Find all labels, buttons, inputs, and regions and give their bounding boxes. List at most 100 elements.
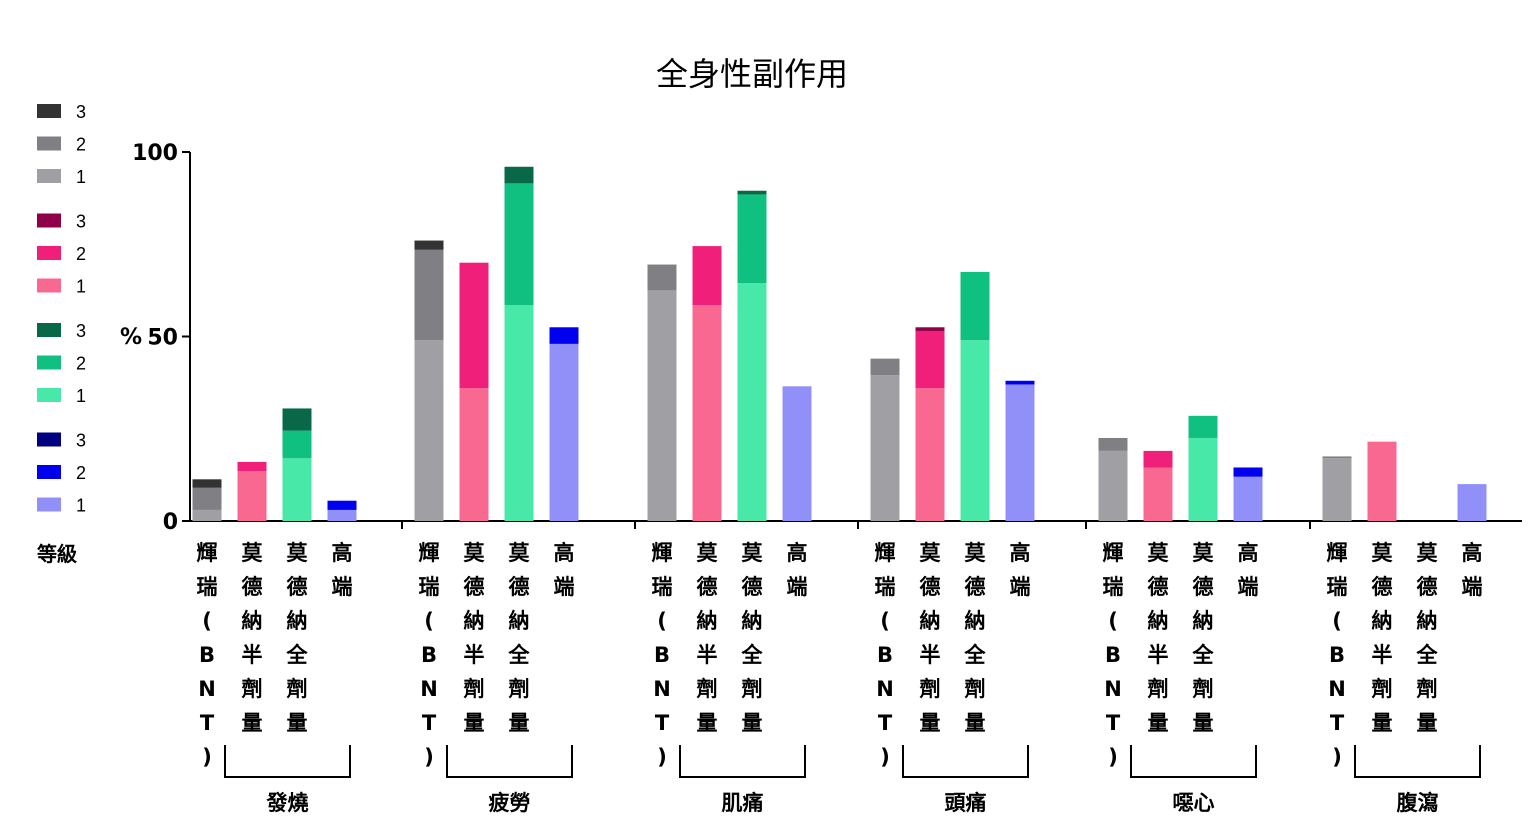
x-tick-label: 輝瑞(B N T) bbox=[419, 541, 440, 769]
bar-segment-grade-1 bbox=[1188, 437, 1218, 521]
bar-segment-grade-1 bbox=[647, 290, 677, 521]
bar-segment-grade-1 bbox=[237, 471, 267, 521]
bar-segment-grade-2 bbox=[1188, 415, 1218, 438]
group-label: 腹瀉 bbox=[1397, 791, 1439, 815]
y-tick-label: 50 bbox=[147, 326, 178, 351]
y-tick-label: 0 bbox=[163, 510, 178, 535]
x-tick-label: 莫德納半劑量 bbox=[241, 541, 264, 735]
bar-segment-grade-2 bbox=[549, 327, 579, 344]
x-tick-label: 輝瑞(B N T) bbox=[1103, 541, 1124, 769]
group-bracket bbox=[224, 745, 351, 778]
chart-title: 全身性副作用 bbox=[656, 55, 848, 93]
bar-segment-grade-1 bbox=[282, 458, 312, 521]
bar-segment-grade-3 bbox=[915, 327, 945, 331]
bar-segment-grade-1 bbox=[459, 388, 489, 521]
x-tick-label: 莫德納全劑量 bbox=[741, 541, 764, 735]
y-tick-label: 100 bbox=[132, 141, 178, 166]
x-tick-label: 輝瑞(B N T) bbox=[875, 541, 896, 769]
bar-segment-grade-2 bbox=[192, 487, 222, 510]
legend-title: 等級 bbox=[37, 542, 77, 566]
legend-swatch bbox=[37, 388, 61, 402]
legend: 3 2 1 3 2 1 3 2 1 3 2 1 bbox=[37, 102, 86, 516]
legend-label: 2 bbox=[76, 244, 86, 264]
x-tick-label: 輝瑞(B N T) bbox=[652, 541, 673, 769]
bar-segment-grade-2 bbox=[960, 271, 990, 341]
legend-label: 1 bbox=[76, 496, 86, 516]
x-tick-label: 莫德納全劑量 bbox=[508, 541, 531, 735]
bar-segment-grade-1 bbox=[1322, 458, 1352, 521]
legend-swatch bbox=[37, 497, 61, 512]
bar-segment-grade-3 bbox=[504, 166, 534, 184]
bar-segment-grade-1 bbox=[1143, 467, 1173, 521]
legend-label: 1 bbox=[76, 167, 86, 187]
x-tick-label: 莫德納半劑量 bbox=[1147, 541, 1170, 735]
bar-segment-grade-2 bbox=[737, 194, 767, 283]
bar-segment-grade-1 bbox=[1005, 384, 1035, 521]
bar-segment-grade-1 bbox=[782, 386, 812, 521]
legend-label: 3 bbox=[76, 431, 86, 451]
legend-swatch bbox=[37, 169, 61, 183]
bar-segment-grade-2 bbox=[1005, 380, 1035, 385]
x-tick-label: 莫德納半劑量 bbox=[696, 541, 719, 735]
bar-segment-grade-2 bbox=[282, 430, 312, 459]
bar-segment-grade-2 bbox=[1098, 437, 1128, 451]
legend-swatch bbox=[37, 323, 61, 337]
bar-segment-grade-1 bbox=[414, 340, 444, 521]
bar-segment-grade-2 bbox=[870, 358, 900, 376]
bar-segment-grade-1 bbox=[737, 282, 767, 521]
bar-segment-grade-2 bbox=[647, 264, 677, 291]
bar-segment-grade-1 bbox=[915, 388, 945, 521]
bar-segment-grade-1 bbox=[1457, 484, 1487, 521]
bar-segment-grade-1 bbox=[960, 340, 990, 521]
legend-label: 2 bbox=[76, 135, 86, 155]
bar-segment-grade-2 bbox=[1322, 456, 1352, 459]
x-tick-label: 高端 bbox=[332, 541, 353, 599]
legend-swatch bbox=[37, 278, 61, 293]
bar-segment-grade-2 bbox=[692, 246, 722, 306]
bar-segment-grade-2 bbox=[459, 262, 489, 389]
bar-segment-grade-2 bbox=[414, 249, 444, 341]
legend-label: 3 bbox=[76, 321, 86, 341]
x-tick-label: 高端 bbox=[1010, 541, 1031, 599]
x-tick-label: 高端 bbox=[1462, 541, 1483, 599]
x-tick-label: 高端 bbox=[787, 541, 808, 599]
legend-label: 2 bbox=[76, 463, 86, 483]
legend-label: 3 bbox=[76, 102, 86, 122]
group-bracket bbox=[902, 745, 1029, 778]
legend-label: 1 bbox=[76, 277, 86, 297]
bar-segment-grade-1 bbox=[327, 509, 357, 521]
group-label: 噁心 bbox=[1173, 791, 1215, 815]
legend-label: 3 bbox=[76, 212, 86, 232]
group-bracket bbox=[679, 745, 806, 778]
group-label: 發燒 bbox=[266, 791, 309, 815]
group-label: 頭痛 bbox=[945, 791, 987, 815]
x-tick-label: 輝瑞(B N T) bbox=[1327, 541, 1348, 769]
bar-segment-grade-1 bbox=[1367, 441, 1397, 521]
legend-swatch bbox=[37, 104, 61, 118]
bar-segment-grade-2 bbox=[1143, 450, 1173, 468]
legend-swatch bbox=[37, 246, 61, 260]
bar-segment-grade-1 bbox=[504, 305, 534, 521]
legend-swatch bbox=[37, 136, 61, 151]
x-tick-label: 莫德納全劑量 bbox=[286, 541, 309, 735]
bar-segment-grade-1 bbox=[692, 305, 722, 521]
legend-label: 1 bbox=[76, 386, 86, 406]
bar-segment-grade-3 bbox=[737, 190, 767, 195]
x-tick-label: 高端 bbox=[1238, 541, 1259, 599]
bar-segment-grade-1 bbox=[870, 375, 900, 521]
legend-swatch bbox=[37, 432, 61, 447]
x-tick-label: 莫德納全劑量 bbox=[1192, 541, 1215, 735]
group-label: 肌痛 bbox=[722, 791, 764, 815]
bar-segment-grade-2 bbox=[237, 461, 267, 472]
group-label: 疲勞 bbox=[489, 791, 531, 815]
group-bracket bbox=[1130, 745, 1257, 778]
x-tick-label: 莫德納半劑量 bbox=[919, 541, 942, 735]
bar-segment-grade-2 bbox=[915, 330, 945, 389]
bar-segment-grade-1 bbox=[192, 509, 222, 521]
x-tick-label: 莫德納全劑量 bbox=[1416, 541, 1439, 735]
x-tick-label: 莫德納半劑量 bbox=[1371, 541, 1394, 735]
legend-label: 2 bbox=[76, 354, 86, 374]
group-bracket bbox=[446, 745, 573, 778]
